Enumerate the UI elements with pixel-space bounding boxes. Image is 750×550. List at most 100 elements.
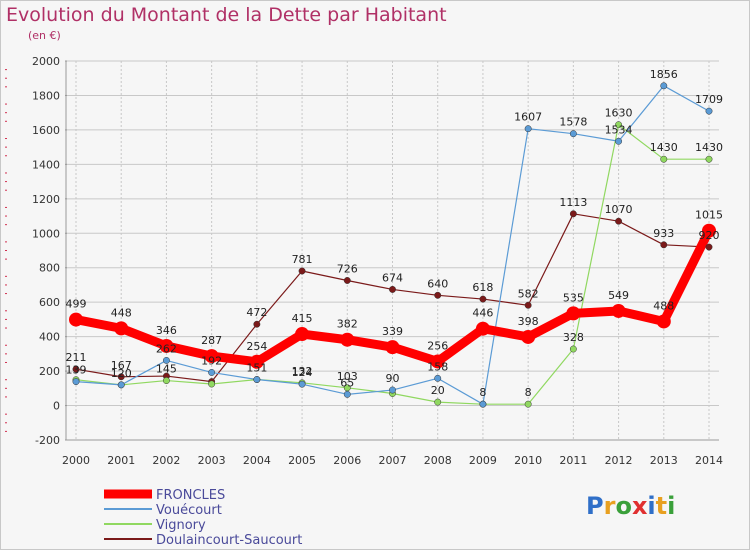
data-point [524,125,532,133]
x-tick-label: 2004 [243,454,271,467]
data-point [660,155,668,163]
data-label: 120 [111,367,132,380]
data-point [159,338,174,353]
data-label: 1430 [650,141,678,154]
data-label: 448 [111,306,132,319]
data-label: 1856 [650,68,678,81]
data-label: 339 [382,325,403,338]
logo-letter: x [631,492,648,520]
x-tick-label: 2011 [559,454,587,467]
logo-letter: P [586,492,604,520]
data-point [117,381,125,389]
data-point [162,356,170,364]
y-tick-label: 1200 [32,193,60,206]
data-point [249,354,264,369]
data-label: 920 [699,229,720,242]
data-label: 933 [653,227,674,240]
data-label: 145 [156,363,177,376]
data-point [385,340,400,355]
data-label: 415 [292,312,313,325]
data-label: 1070 [605,203,633,216]
data-point [475,321,490,336]
data-label: 151 [246,362,267,375]
data-label: 262 [156,342,177,355]
x-tick-label: 2006 [333,454,361,467]
data-label: 254 [246,340,267,353]
x-tick-label: 2007 [379,454,407,467]
data-point [204,349,219,364]
y-tick-label: 400 [39,331,60,344]
data-point [208,369,216,376]
data-point [253,320,261,328]
data-point [656,314,671,329]
data-label: 781 [292,253,313,266]
data-point [705,243,713,251]
data-label: 618 [472,281,493,294]
legend-label: Doulaincourt-Saucourt [156,533,302,548]
data-label: 103 [337,370,358,383]
data-label: 1534 [605,123,633,136]
data-point [253,376,261,383]
data-point [479,295,487,303]
data-point [340,332,355,347]
data-label: 192 [201,354,222,367]
y-tick-label: 0 [53,400,60,413]
data-label: 1578 [559,116,587,129]
data-point [615,217,623,225]
data-point [69,312,83,327]
data-label: 20 [431,384,445,397]
x-tick-label: 2010 [514,454,542,467]
data-label: 158 [427,360,448,373]
data-point [569,210,577,218]
data-label: 132 [292,365,313,378]
data-point [524,301,532,309]
data-point [524,400,532,408]
data-point [72,365,80,373]
data-label: 328 [563,331,584,344]
chart-title: Evolution du Montant de la Dette par Hab… [6,4,447,26]
data-label: 167 [111,359,132,372]
y-tick-label: 800 [39,262,60,275]
data-label: 1709 [695,93,723,106]
data-point [298,267,306,275]
y-tick-label: -200 [35,434,60,447]
data-label: 582 [518,287,539,300]
unit-label: (en €) [28,29,61,42]
y-tick-label: 600 [39,296,60,309]
logo-letter: o [615,492,632,520]
data-label: 1607 [514,111,542,124]
data-label: 256 [427,339,448,352]
data-label: 1113 [559,196,587,209]
data-label: 124 [292,366,313,379]
data-point [343,390,351,398]
data-label: 674 [382,271,403,284]
x-tick-label: 2013 [650,454,678,467]
data-point [162,377,170,385]
x-tick-label: 2008 [424,454,452,467]
data-label: 1015 [695,209,723,222]
data-point [389,386,396,394]
data-point [615,137,623,145]
data-label: 90 [386,372,400,385]
data-label: 139 [66,364,87,377]
x-tick-label: 2002 [152,454,180,467]
data-point [569,130,577,138]
data-point [434,374,442,382]
data-label: 398 [518,315,539,328]
data-point [702,223,716,238]
y-tick-label: 200 [39,365,60,378]
x-tick-label: 2014 [695,454,723,467]
data-label: 549 [608,289,629,302]
data-point [434,291,442,299]
data-label: 488 [653,299,674,312]
data-point [434,398,442,406]
data-point [389,285,396,293]
data-label: 346 [156,324,177,337]
data-label: 8 [479,386,486,399]
data-point [72,378,80,386]
legend-label: Vignory [156,518,206,533]
legend-label: Vouécourt [156,503,222,518]
data-point [117,373,125,381]
data-point [521,329,536,344]
